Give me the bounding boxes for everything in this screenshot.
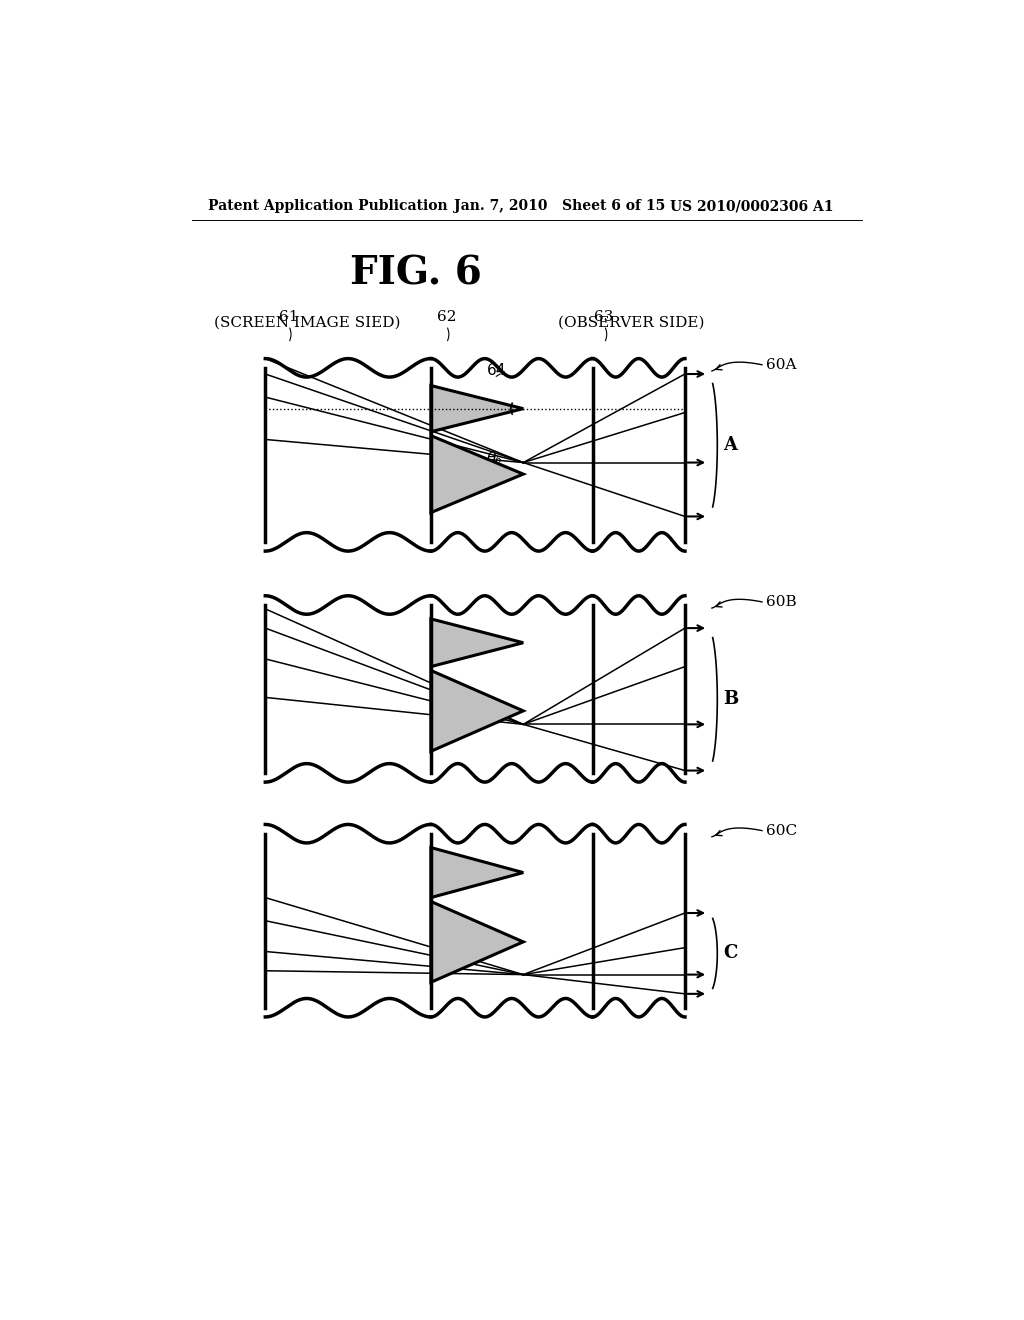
Text: C: C [724, 944, 738, 962]
Text: A: A [724, 436, 737, 454]
Text: 60B: 60B [766, 595, 797, 609]
Text: Jan. 7, 2010   Sheet 6 of 15: Jan. 7, 2010 Sheet 6 of 15 [454, 199, 666, 213]
Text: US 2010/0002306 A1: US 2010/0002306 A1 [670, 199, 834, 213]
Text: (SCREEN IMAGE SIED): (SCREEN IMAGE SIED) [214, 315, 401, 330]
Text: 64: 64 [486, 363, 506, 378]
Polygon shape [431, 385, 523, 432]
Text: 62: 62 [436, 310, 456, 323]
Polygon shape [431, 902, 523, 982]
Text: FIG. 6: FIG. 6 [349, 255, 481, 293]
Text: 60A: 60A [766, 358, 797, 372]
Polygon shape [431, 847, 523, 898]
Text: Patent Application Publication: Patent Application Publication [208, 199, 447, 213]
Text: B: B [724, 690, 738, 709]
Text: 60C: 60C [766, 824, 797, 838]
Text: (OBSERVER SIDE): (OBSERVER SIDE) [558, 315, 705, 330]
Text: θ₆: θ₆ [486, 451, 502, 466]
Polygon shape [431, 671, 523, 751]
Polygon shape [431, 436, 523, 512]
Text: 61: 61 [279, 310, 298, 323]
Polygon shape [431, 619, 523, 667]
Text: 63: 63 [594, 310, 613, 323]
